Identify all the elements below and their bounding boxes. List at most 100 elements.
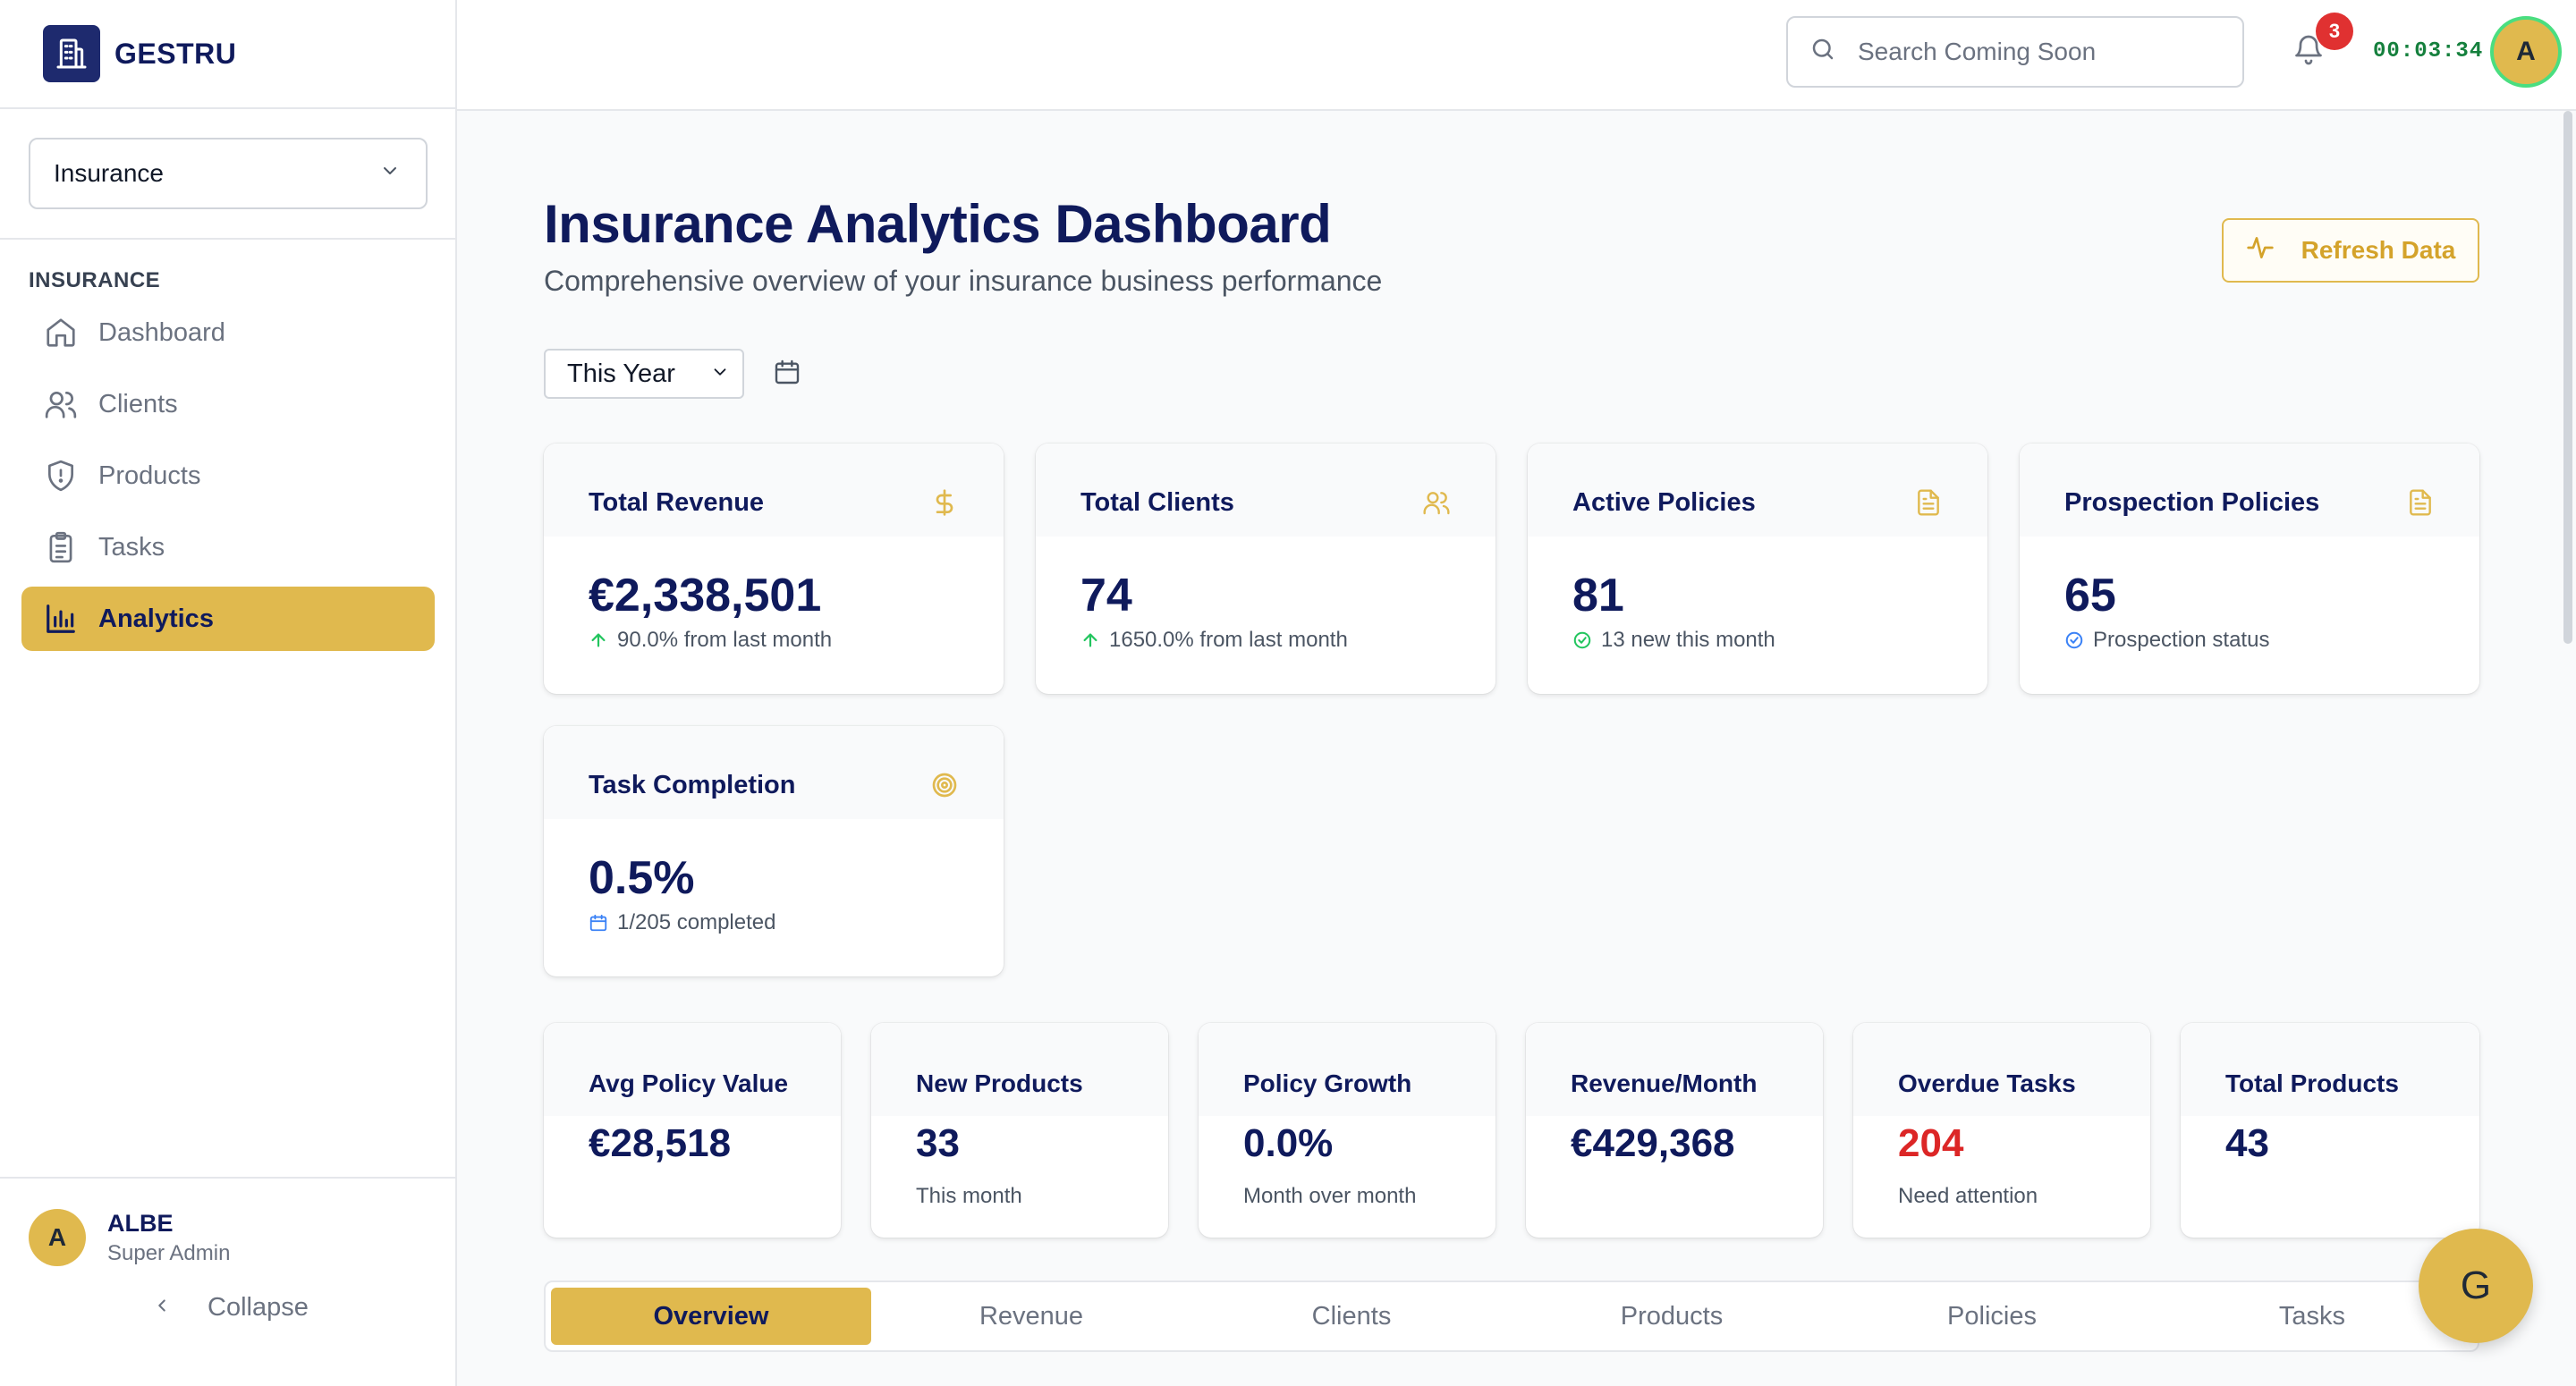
brand[interactable]: GESTRU — [0, 0, 455, 109]
document-icon — [2406, 488, 2435, 517]
stat-value: 204 — [1898, 1121, 1964, 1165]
building-icon — [43, 25, 100, 82]
kpi-card-total-clients: Total Clients 74 1650.0% from last month — [1036, 444, 1496, 694]
sidebar-item-analytics[interactable]: Analytics — [21, 587, 435, 651]
organization-select[interactable]: Insurance — [29, 138, 428, 209]
tab-overview[interactable]: Overview — [551, 1288, 871, 1345]
kpi-value: 81 — [1572, 570, 1624, 621]
stat-card-avg-policy-value: Avg Policy Value €28,518 — [544, 1023, 841, 1238]
stat-label: Overdue Tasks — [1898, 1069, 2076, 1097]
kpi-note: 1/205 completed — [589, 910, 775, 935]
kpi-value: 0.5% — [589, 852, 695, 904]
kpi-value: 74 — [1080, 570, 1132, 621]
stat-card-new-products: New Products 33 This month — [871, 1023, 1168, 1238]
avatar: A — [29, 1209, 86, 1266]
sidebar-item-label: Dashboard — [98, 317, 225, 347]
sidebar-footer: A ALBE Super Admin Collapse — [0, 1177, 455, 1386]
stat-note: This month — [916, 1184, 1022, 1208]
kpi-note-text: Prospection status — [2093, 628, 2270, 652]
kpi-card-prospection-policies: Prospection Policies 65 Prospection stat… — [2020, 444, 2479, 694]
analytics-tabs: Overview Revenue Clients Products Polici… — [544, 1280, 2479, 1352]
tab-revenue[interactable]: Revenue — [979, 1301, 1084, 1331]
kpi-note: 13 new this month — [1572, 628, 1775, 653]
notification-badge: 3 — [2316, 13, 2353, 50]
topbar: Search Coming Soon 3 00:03:34 A — [457, 0, 2576, 111]
stat-label: Total Products — [2225, 1069, 2399, 1097]
kpi-note-text: 1/205 completed — [617, 910, 776, 934]
stat-card-overdue-tasks: Overdue Tasks 204 Need attention — [1853, 1023, 2150, 1238]
document-icon — [1914, 488, 1943, 517]
kpi-value: 65 — [2064, 570, 2116, 621]
refresh-data-label: Refresh Data — [2301, 236, 2456, 264]
stat-value: 43 — [2225, 1121, 2269, 1165]
chevron-down-icon — [710, 359, 730, 389]
kpi-card-task-completion: Task Completion 0.5% 1/205 completed — [544, 726, 1004, 976]
chevron-down-icon — [379, 159, 401, 188]
calendar-icon — [589, 913, 608, 933]
sidebar-item-label: Clients — [98, 389, 178, 418]
kpi-note-text: 1650.0% from last month — [1109, 628, 1348, 652]
dollar-icon — [930, 488, 959, 517]
tab-clients[interactable]: Clients — [1311, 1301, 1392, 1331]
chevron-left-icon — [152, 1293, 172, 1323]
page-title: Insurance Analytics Dashboard — [544, 194, 1332, 254]
sidebar-item-tasks[interactable]: Tasks — [21, 515, 435, 579]
collapse-button[interactable]: Collapse — [152, 1293, 309, 1323]
page-subtitle: Comprehensive overview of your insurance… — [544, 265, 1383, 297]
clipboard-icon — [43, 529, 79, 565]
avatar[interactable]: A — [2490, 16, 2562, 88]
sidebar-item-dashboard[interactable]: Dashboard — [21, 300, 435, 365]
tab-tasks[interactable]: Tasks — [2278, 1301, 2346, 1331]
session-timer: 00:03:34 — [2373, 39, 2484, 63]
home-icon — [43, 315, 79, 351]
tab-policies[interactable]: Policies — [1947, 1301, 2037, 1331]
stat-card-revenue-month: Revenue/Month €429,368 — [1526, 1023, 1823, 1238]
sidebar: GESTRU Insurance INSURANCE Dashboard Cli… — [0, 0, 457, 1386]
sidebar-item-label: Analytics — [98, 604, 214, 633]
tab-products[interactable]: Products — [1620, 1301, 1724, 1331]
calendar-icon[interactable] — [773, 358, 805, 390]
nav-section-label: INSURANCE — [29, 268, 161, 292]
stat-label: Avg Policy Value — [589, 1069, 789, 1097]
kpi-note: Prospection status — [2064, 628, 2269, 653]
users-icon — [43, 386, 79, 422]
stat-label: Revenue/Month — [1571, 1069, 1758, 1097]
arrow-up-icon — [589, 630, 608, 650]
sidebar-nav: Dashboard Clients Products Tasks Analyti… — [21, 300, 435, 658]
check-circle-icon — [2064, 630, 2084, 650]
sidebar-item-products[interactable]: Products — [21, 444, 435, 508]
search-placeholder: Search Coming Soon — [1858, 38, 2097, 65]
stat-label: Policy Growth — [1243, 1069, 1412, 1097]
kpi-label: Active Policies — [1572, 488, 1756, 517]
refresh-data-button[interactable]: Refresh Data — [2222, 218, 2479, 283]
kpi-note-text: 90.0% from last month — [617, 628, 833, 652]
sidebar-item-label: Products — [98, 461, 201, 490]
search-input[interactable]: Search Coming Soon — [1786, 16, 2244, 88]
stat-card-total-products: Total Products 43 — [2181, 1023, 2479, 1238]
kpi-note-text: 13 new this month — [1601, 628, 1775, 652]
bar-chart-icon — [43, 601, 79, 637]
stat-value: €28,518 — [589, 1121, 732, 1165]
assistant-fab-button[interactable]: G — [2419, 1229, 2533, 1343]
users-icon — [1422, 488, 1451, 517]
scrollbar[interactable] — [2563, 111, 2572, 644]
check-circle-icon — [1572, 630, 1592, 650]
kpi-note: 90.0% from last month — [589, 628, 832, 653]
kpi-note: 1650.0% from last month — [1080, 628, 1348, 653]
stat-value: 0.0% — [1243, 1121, 1334, 1165]
period-select-value: This Year — [567, 359, 675, 388]
shield-icon — [43, 458, 79, 494]
arrow-up-icon — [1080, 630, 1100, 650]
bell-icon[interactable] — [2292, 34, 2328, 70]
kpi-card-active-policies: Active Policies 81 13 new this month — [1528, 444, 1987, 694]
user-role: Super Admin — [107, 1240, 231, 1265]
period-select[interactable]: This Year — [544, 349, 744, 399]
sidebar-item-clients[interactable]: Clients — [21, 372, 435, 436]
sidebar-item-label: Tasks — [98, 532, 165, 562]
kpi-label: Total Clients — [1080, 488, 1234, 517]
brand-name: GESTRU — [114, 37, 237, 70]
stat-card-policy-growth: Policy Growth 0.0% Month over month — [1199, 1023, 1496, 1238]
user-profile[interactable]: A ALBE Super Admin — [29, 1209, 230, 1266]
kpi-label: Task Completion — [589, 771, 796, 799]
stat-note: Month over month — [1243, 1184, 1417, 1208]
